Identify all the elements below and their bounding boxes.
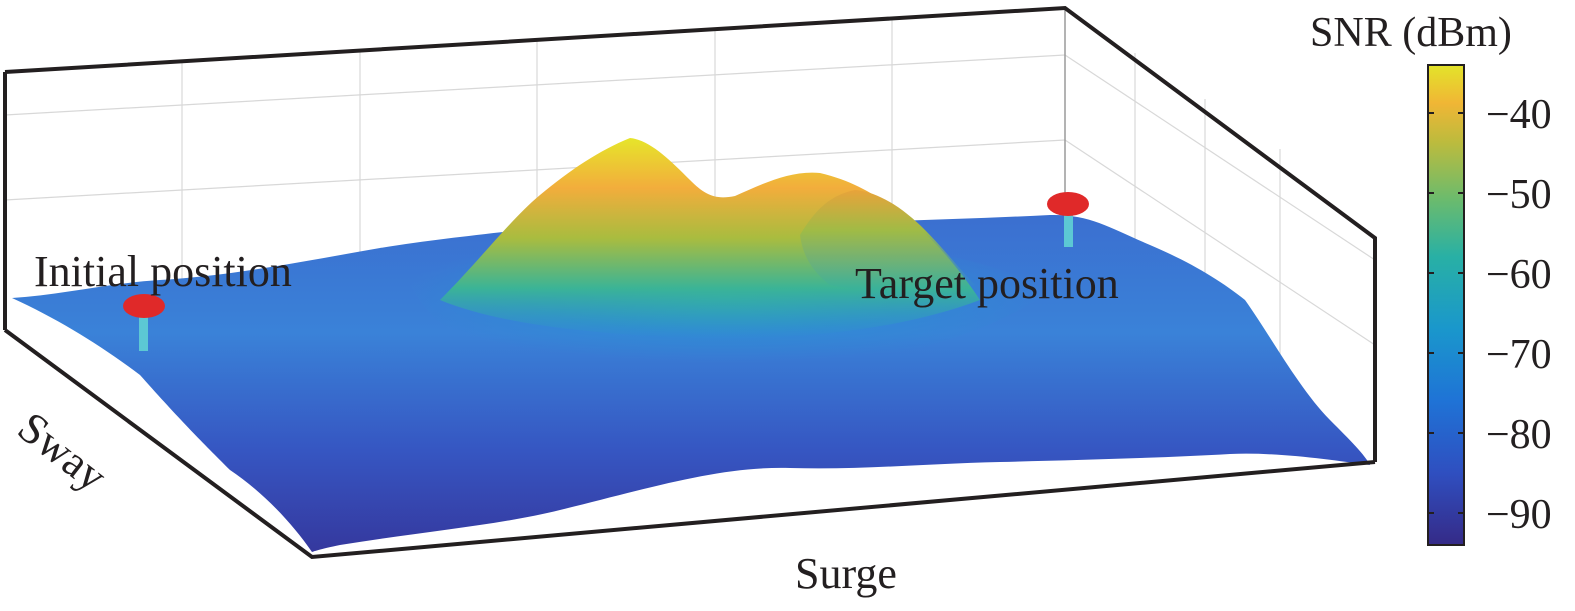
front-edges (3, 5, 1377, 560)
colorbar-ticks: −40 −50 −60 −70 −80 −90 (1428, 92, 1552, 538)
target-position-marker (1047, 192, 1089, 247)
initial-position-marker (123, 294, 165, 351)
peak-secondary (800, 190, 975, 293)
x-axis-label: Surge (795, 549, 897, 598)
colorbar-tick-label: −40 (1486, 92, 1552, 138)
target-position-label: Target position (855, 259, 1119, 308)
colorbar-title: SNR (dBm) (1310, 10, 1512, 56)
colorbar-tick-label: −80 (1486, 412, 1552, 458)
peak-main (440, 138, 980, 339)
colorbar-tick-label: −90 (1486, 492, 1552, 538)
colorbar-gradient (1427, 64, 1465, 546)
colorbar: SNR (dBm) −40 −50 −60 −70 −80 −90 (1310, 10, 1552, 546)
colorbar-tick-label: −50 (1486, 172, 1552, 218)
y-axis-label: Sway (9, 402, 116, 501)
snr-surface (12, 138, 1370, 553)
colorbar-tick-label: −60 (1486, 252, 1552, 298)
axis-box-outline (4, 5, 1377, 462)
colorbar-tick-label: −70 (1486, 332, 1552, 378)
floor-edges (3, 328, 1376, 560)
initial-position-label: Initial position (34, 247, 292, 296)
